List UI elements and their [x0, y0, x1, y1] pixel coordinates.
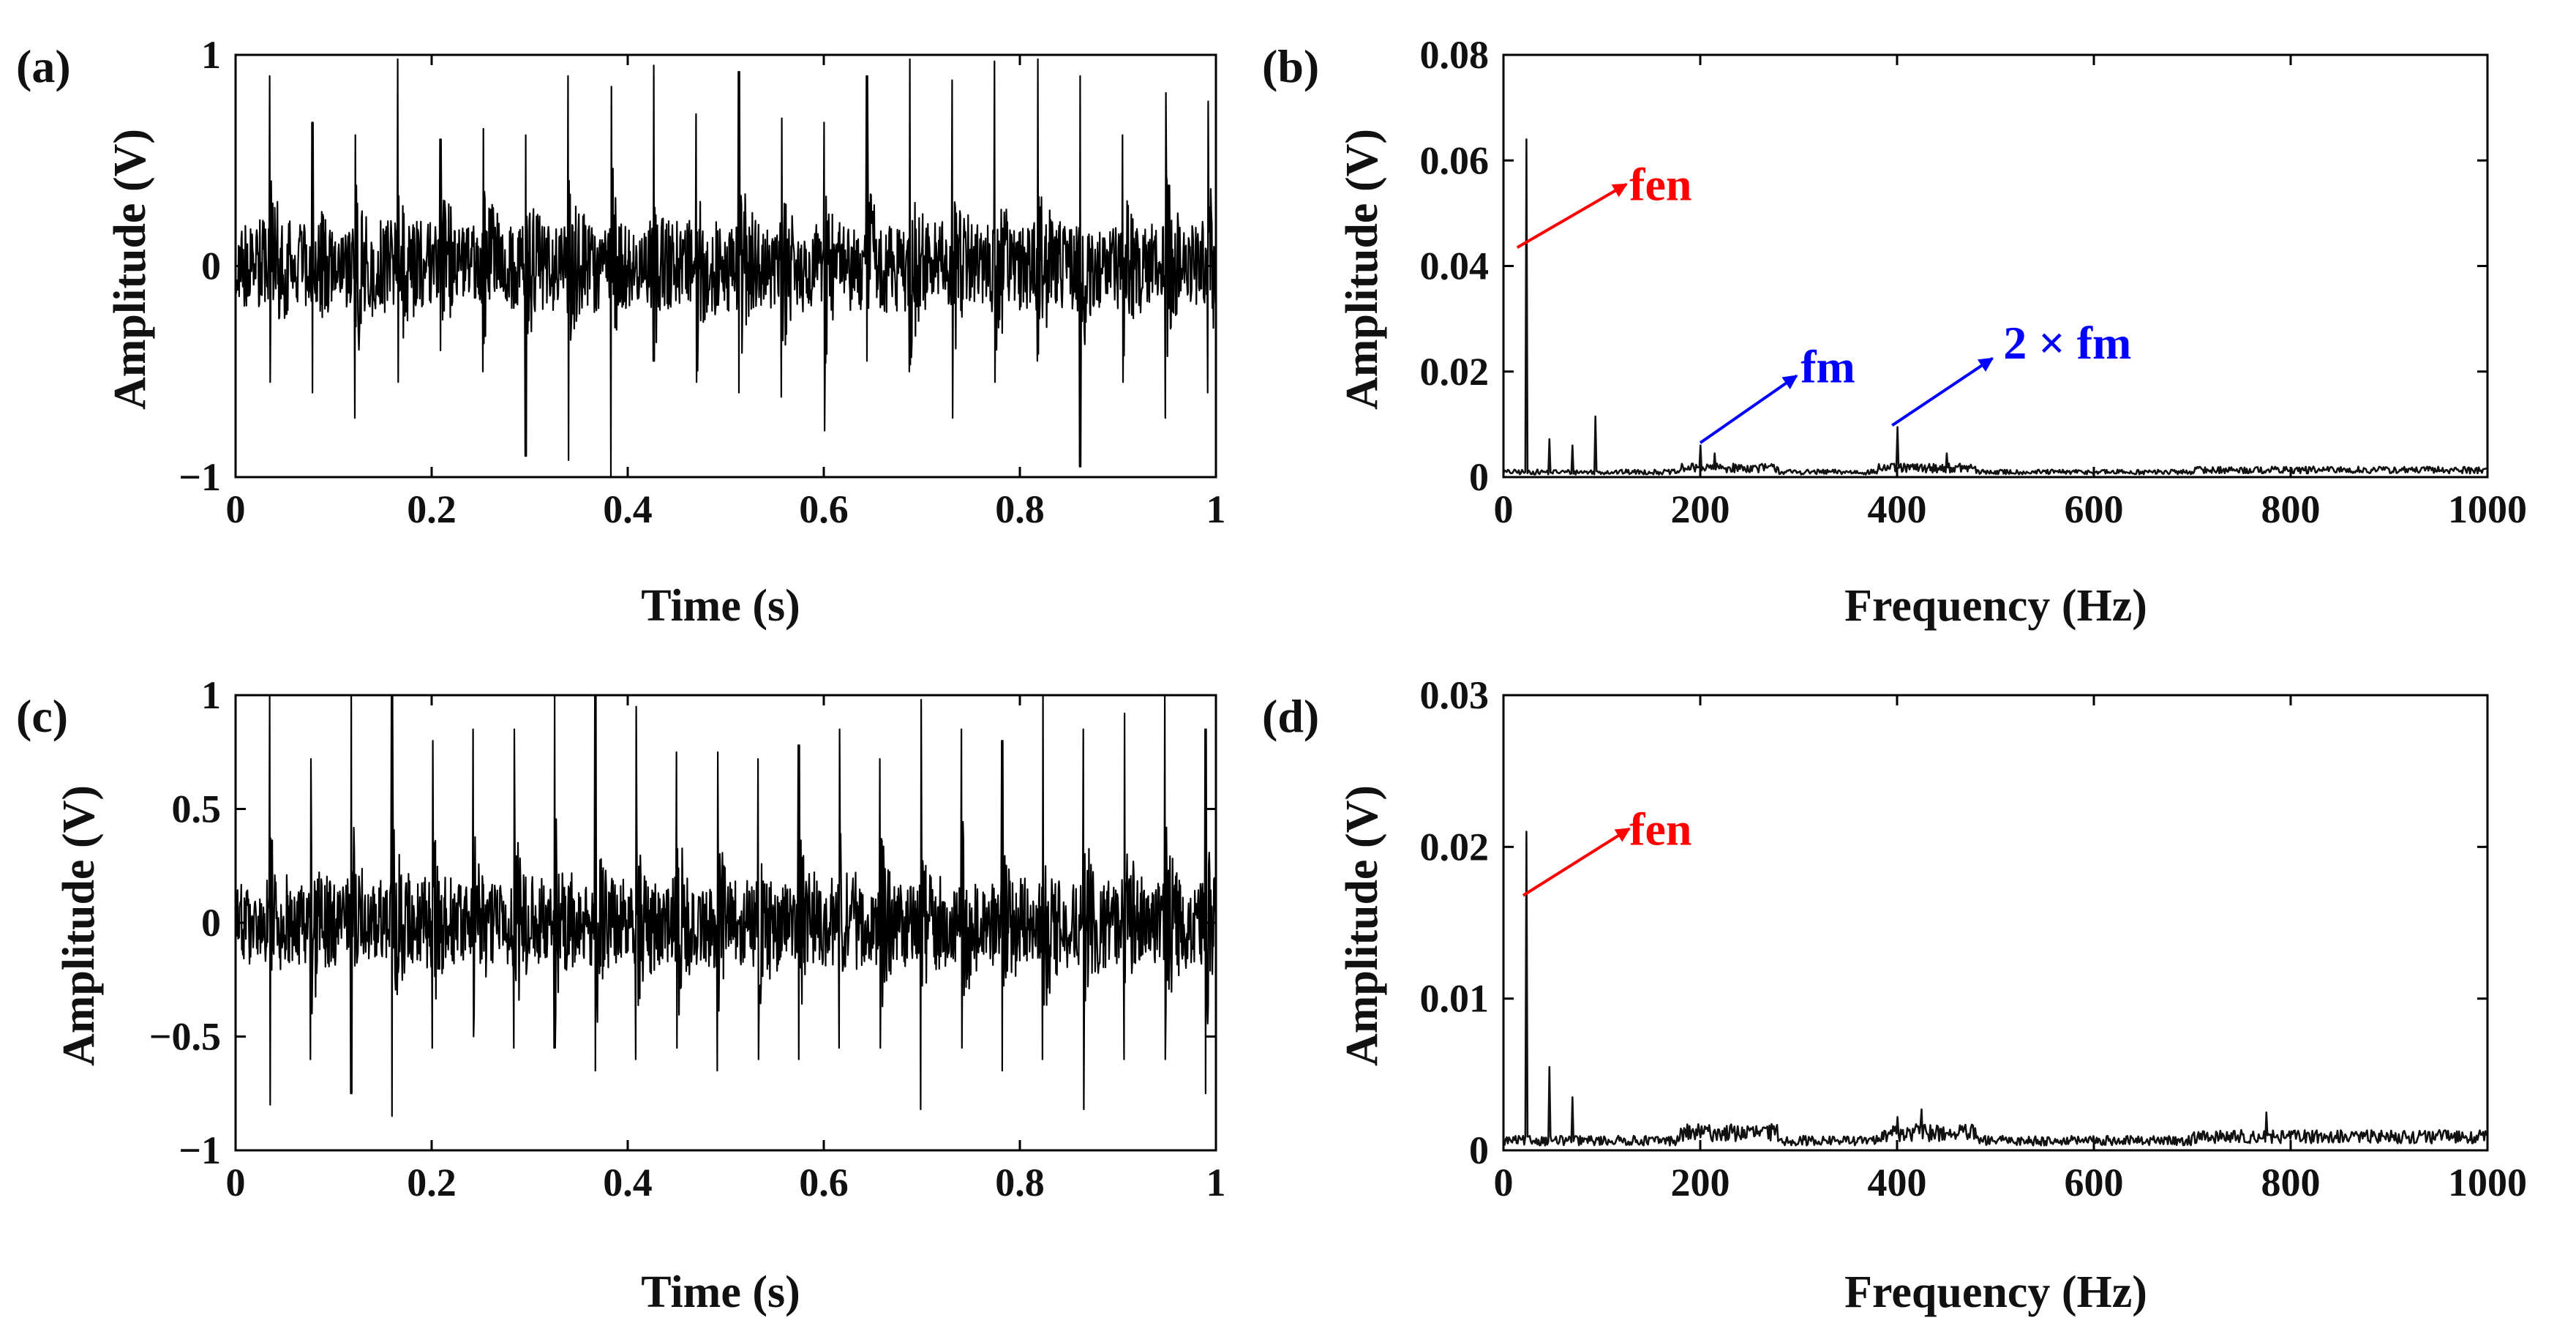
y-axis-label-a: Amplitude (V) — [105, 129, 155, 410]
xtick-label: 600 — [2065, 487, 2124, 531]
panel-d: (d) 0 200 400 600 800 1000 0 0.01 0.02 0.03 Freq… — [1262, 673, 2527, 1317]
spectrum-trace-b — [1502, 138, 2488, 476]
ytick-label: 1 — [201, 33, 221, 77]
xtick-label: 1 — [1206, 1161, 1226, 1204]
panel-b: (b) 0 200 400 600 800 1000 00.020.040.060.08 … — [1262, 33, 2527, 631]
xtick-labels-b: 0 200 400 600 800 1000 — [1494, 487, 2528, 531]
spectrum-trace-d — [1502, 831, 2489, 1147]
ytick-label: 0.06 — [1420, 138, 1490, 182]
xtick-label: 1000 — [2448, 1161, 2527, 1204]
annotation-arrow — [1522, 827, 1631, 897]
y-axis-label-c: Amplitude (V) — [54, 785, 104, 1066]
x-axis-label-a: Time (s) — [641, 581, 800, 631]
panel-label-a: (a) — [16, 40, 71, 92]
xtick-label: 0 — [1494, 1161, 1514, 1204]
ytick-labels-d: 0 0.01 0.02 0.03 — [1420, 673, 1490, 1172]
xtick-label: 0 — [226, 1161, 246, 1204]
ytick-label: 0.04 — [1420, 244, 1490, 288]
x-axis-label-d: Frequency (Hz) — [1844, 1267, 2147, 1317]
ytick-labels-a: −1 0 1 — [179, 33, 221, 499]
xtick-label: 400 — [1868, 487, 1927, 531]
ytick-labels-b: 0 0.02 0.04 0.06 0.08 — [1420, 33, 1490, 499]
ytick-label: 1 — [201, 673, 221, 717]
x-axis-label-b: Frequency (Hz) — [1844, 581, 2147, 631]
xtick-label: 0 — [1494, 487, 1514, 531]
xtick-label: 0.8 — [995, 487, 1045, 531]
signal-trace-a — [234, 58, 1217, 479]
xtick-label: 0.2 — [407, 487, 457, 531]
ytick-label: 0 — [201, 901, 221, 945]
annotation-label: fen — [1629, 803, 1691, 855]
xtick-labels-a: 0 0.2 0.4 0.6 0.8 1 — [226, 487, 1226, 531]
annotation-label: 2 × fm — [2003, 317, 2131, 369]
ytick-label: 0.02 — [1420, 825, 1490, 869]
annotations-b: fen fm 2 × fm — [1516, 159, 2131, 444]
panel-label-b: (b) — [1262, 40, 1319, 92]
y-axis-label-d: Amplitude (V) — [1337, 785, 1387, 1066]
xtick-label: 800 — [2261, 487, 2321, 531]
xtick-label: 1000 — [2448, 487, 2527, 531]
plot-area-a — [234, 53, 1217, 479]
ytick-label: 0.03 — [1420, 673, 1490, 717]
xtick-label: 1 — [1206, 487, 1226, 531]
annotation-arrow — [1699, 374, 1798, 444]
annotation-arrow — [1891, 357, 1994, 427]
ytick-label: −1 — [179, 455, 221, 499]
panel-label-d: (d) — [1262, 690, 1319, 742]
ytick-labels-c: −1 −0.5 0 0.5 1 — [149, 673, 221, 1172]
xtick-label: 0 — [226, 487, 246, 531]
xtick-labels-c: 0 0.2 0.4 0.6 0.8 1 — [226, 1161, 1226, 1204]
ytick-label: 0 — [1469, 455, 1489, 499]
ytick-label: 0.02 — [1420, 350, 1490, 394]
ytick-label: 0.01 — [1420, 977, 1490, 1021]
xtick-label: 0.4 — [603, 487, 653, 531]
y-axis-label-b: Amplitude (V) — [1337, 129, 1387, 410]
ytick-label: 0.5 — [172, 787, 222, 831]
x-axis-label-c: Time (s) — [641, 1267, 800, 1317]
annotation-label: fm — [1800, 341, 1855, 393]
xtick-label: 0.2 — [407, 1161, 457, 1204]
xtick-label: 0.6 — [799, 1161, 849, 1204]
ytick-label: −0.5 — [149, 1015, 221, 1059]
annotation-label: fen — [1629, 159, 1691, 211]
axes-frame-d — [1502, 694, 2489, 1152]
xtick-label: 0.6 — [799, 487, 849, 531]
annotations-d: fen — [1522, 803, 1691, 897]
xtick-label: 200 — [1671, 487, 1730, 531]
panel-a: (a) 0 0.2 0.4 0.6 0.8 1 −101 Time (s) Amplitu… — [16, 33, 1226, 631]
signal-trace-c — [234, 694, 1217, 1117]
plot-area-d — [1502, 694, 2489, 1152]
plot-area-c — [234, 694, 1217, 1152]
axes-frame-b — [1502, 53, 2489, 479]
ytick-label: 0 — [201, 244, 221, 288]
xtick-label: 400 — [1868, 1161, 1927, 1204]
panel-label-c: (c) — [16, 690, 68, 742]
ytick-label: −1 — [179, 1128, 221, 1172]
plot-area-b — [1502, 53, 2489, 479]
xtick-label: 200 — [1671, 1161, 1730, 1204]
annotation-arrow — [1516, 182, 1628, 249]
ytick-label: 0 — [1469, 1128, 1489, 1172]
panel-c: (c) 0 0.2 0.4 0.6 0.8 1 −1−0.500.51 Time (s) … — [16, 673, 1226, 1317]
xtick-label: 800 — [2261, 1161, 2321, 1204]
xtick-label: 600 — [2065, 1161, 2124, 1204]
xtick-labels-d: 0 200 400 600 800 1000 — [1494, 1161, 2528, 1204]
xtick-label: 0.4 — [603, 1161, 653, 1204]
ytick-label: 0.08 — [1420, 33, 1490, 77]
xtick-label: 0.8 — [995, 1161, 1045, 1204]
